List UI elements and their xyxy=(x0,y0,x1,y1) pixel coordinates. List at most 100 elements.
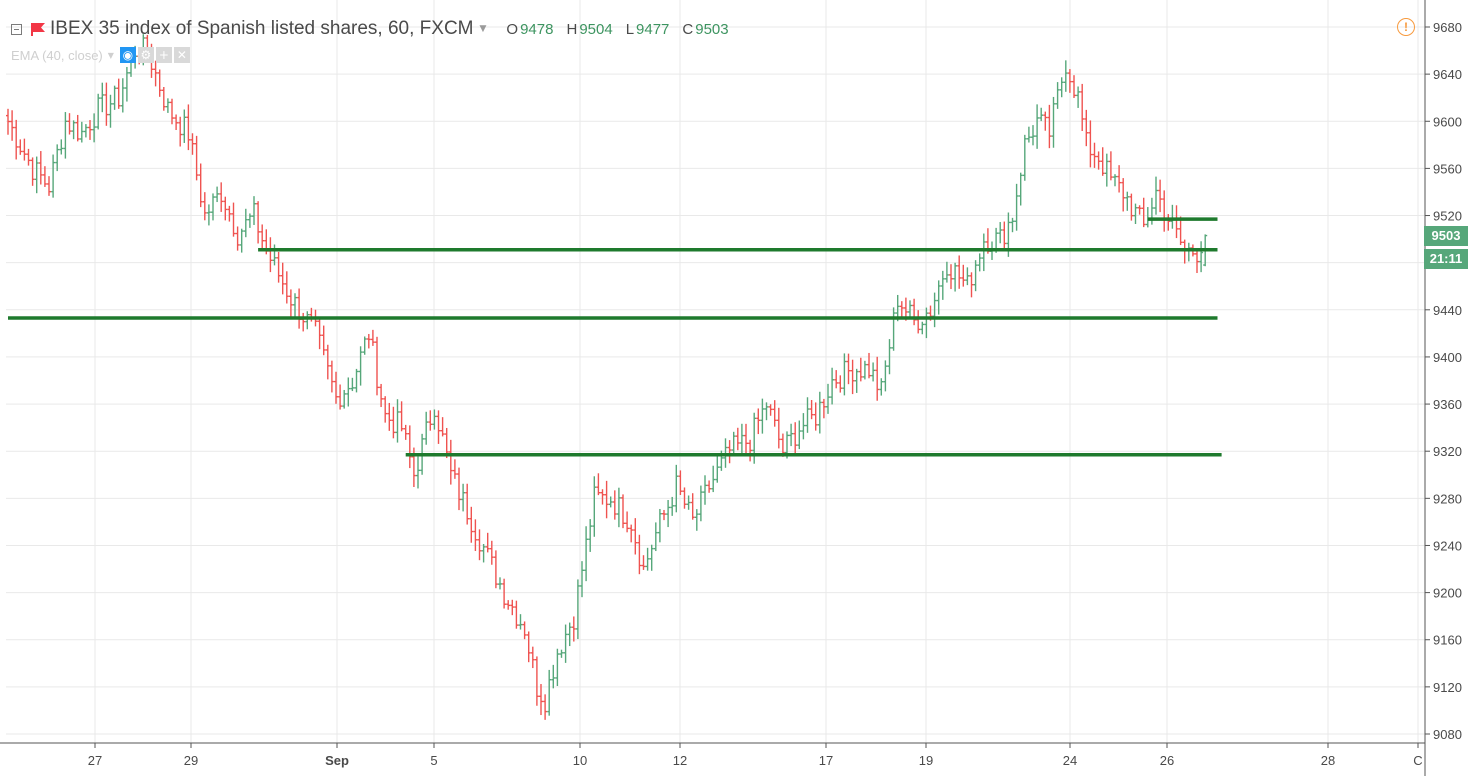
collapse-legend-button[interactable] xyxy=(11,23,22,35)
price-bar xyxy=(739,423,744,455)
symbol-title[interactable]: IBEX 35 index of Spanish listed shares, … xyxy=(50,18,474,39)
price-bar xyxy=(854,368,859,393)
bar-countdown-label: 21:11 xyxy=(1424,248,1468,269)
price-bar xyxy=(42,166,47,187)
price-bar xyxy=(206,204,211,226)
price-bar xyxy=(805,397,810,433)
price-bar xyxy=(969,272,974,298)
price-bar xyxy=(547,669,552,716)
price-bar xyxy=(284,271,289,304)
price-bar xyxy=(211,193,215,221)
price-bar xyxy=(219,182,224,212)
price-bar xyxy=(715,455,720,483)
time-axis[interactable]: 27 29 Sep 5 10 12 17 19 24 26 28 C xyxy=(0,742,1425,768)
price-bar xyxy=(67,113,72,135)
price-bar xyxy=(96,93,101,130)
price-bar xyxy=(440,417,445,437)
price-bar xyxy=(235,226,240,251)
price-tick-label: 9400 xyxy=(1433,350,1462,365)
price-bar xyxy=(190,133,195,155)
price-bar xyxy=(514,600,519,629)
gear-icon[interactable]: ⚙ xyxy=(137,47,154,63)
time-tick-label: 12 xyxy=(673,753,687,768)
price-bar xyxy=(555,648,560,686)
price-bar xyxy=(949,264,953,290)
price-bar xyxy=(842,353,847,396)
price-bar xyxy=(215,186,220,203)
time-tick-label: 19 xyxy=(919,753,933,768)
price-bar xyxy=(1174,205,1179,239)
price-bar xyxy=(231,202,236,237)
time-tick-label: 24 xyxy=(1063,753,1077,768)
time-tick-label: 27 xyxy=(88,753,102,768)
price-bar xyxy=(362,336,367,355)
price-bar xyxy=(621,494,625,529)
price-bar xyxy=(1178,216,1183,246)
price-bar xyxy=(977,253,982,272)
price-bar xyxy=(965,267,970,286)
price-bar xyxy=(350,377,355,392)
price-bar xyxy=(354,368,359,393)
chevron-down-icon[interactable]: ▼ xyxy=(479,24,487,34)
price-bar xyxy=(30,157,35,186)
price-bar xyxy=(1100,147,1105,176)
time-tick-label: 28 xyxy=(1321,753,1335,768)
price-bar xyxy=(1113,174,1117,187)
ohlc-open-key: O xyxy=(506,20,519,38)
price-bar xyxy=(584,526,589,582)
eye-icon[interactable]: ◉ xyxy=(119,47,136,63)
price-bar xyxy=(748,439,753,462)
price-bar xyxy=(288,289,293,317)
price-axis[interactable]: 9080 9120 9160 9200 9240 9280 9320 9360 9400 9440… xyxy=(1424,0,1462,776)
price-bar xyxy=(1010,217,1015,233)
price-bar xyxy=(629,524,634,543)
price-bar xyxy=(1129,193,1134,221)
price-bar xyxy=(879,378,884,396)
price-bar xyxy=(899,301,904,317)
time-tick-label: 26 xyxy=(1160,753,1174,768)
indicator-label[interactable]: EMA (40, close) xyxy=(11,47,103,63)
price-bar xyxy=(961,264,966,287)
price-bar xyxy=(592,476,597,537)
price-bar xyxy=(526,631,531,663)
price-bar xyxy=(493,550,498,589)
price-bar xyxy=(6,108,10,135)
price-bar xyxy=(571,616,576,642)
close-icon[interactable]: ✕ xyxy=(173,47,190,63)
price-bar xyxy=(682,487,687,509)
price-bar xyxy=(1092,142,1097,168)
plus-icon[interactable]: + xyxy=(155,47,172,63)
ohlc-high-value: 9504 xyxy=(579,20,613,38)
price-bar xyxy=(502,578,507,609)
price-bar xyxy=(1141,197,1146,228)
alert-icon[interactable]: ! xyxy=(1397,18,1415,36)
price-bar xyxy=(182,109,187,143)
chevron-down-icon[interactable]: ▼ xyxy=(107,50,114,60)
price-bar xyxy=(1018,172,1023,206)
price-bar xyxy=(744,423,748,454)
price-bar xyxy=(760,398,765,434)
price-bar xyxy=(1182,239,1187,264)
last-price-label: 9503 xyxy=(1424,225,1468,246)
price-bar xyxy=(153,60,158,87)
price-bar xyxy=(973,260,978,292)
price-bar xyxy=(399,401,404,432)
price-bar xyxy=(477,529,482,561)
price-bar xyxy=(38,151,43,185)
price-bar xyxy=(608,496,613,508)
price-tick-label: 9640 xyxy=(1433,67,1462,82)
price-bar xyxy=(252,196,256,225)
price-bar xyxy=(202,192,207,221)
price-bar xyxy=(223,196,228,221)
price-bar xyxy=(1096,151,1101,170)
price-bar xyxy=(1145,207,1150,228)
price-bar xyxy=(375,336,379,396)
price-bar xyxy=(88,120,92,140)
price-bar xyxy=(1088,120,1093,168)
price-bar xyxy=(772,400,777,427)
price-bar xyxy=(891,307,896,351)
flag-icon xyxy=(31,22,45,36)
price-bar xyxy=(383,396,388,423)
price-bar xyxy=(657,508,662,543)
